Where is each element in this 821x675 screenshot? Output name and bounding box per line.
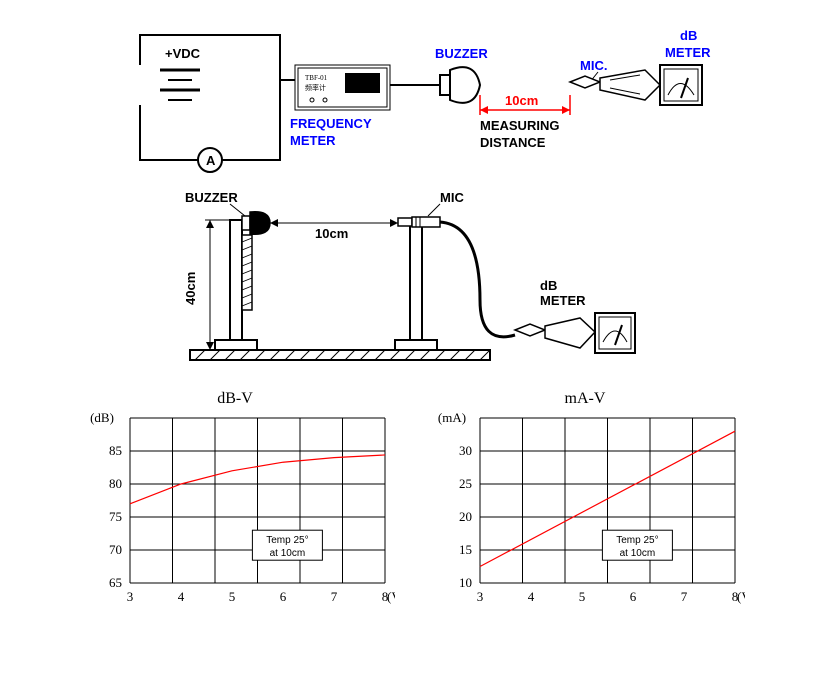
fixture-diagram: BUZZER MIC 10cm 40cm dB METER (120, 180, 680, 380)
mic-fixture-label: MIC (440, 190, 464, 205)
mav-chart: 1015202530(mA)345678(VDC)Temp 25°at 10cm (425, 408, 745, 618)
buzzer-fixture (242, 212, 270, 235)
svg-text:Temp 25°: Temp 25° (616, 535, 658, 546)
svg-text:7: 7 (681, 589, 688, 604)
svg-text:75: 75 (109, 509, 122, 524)
svg-text:20: 20 (459, 509, 472, 524)
ammeter-label: A (206, 153, 216, 168)
buzzer-label: BUZZER (435, 46, 488, 61)
frequency-meter-label-1: FREQUENCY (290, 116, 372, 131)
buzzer-fixture-label: BUZZER (185, 190, 238, 205)
dbv-chart: 6570758085(dB)345678(VDC)Temp 25°at 10cm (75, 408, 395, 618)
distance-value: 10cm (505, 93, 538, 108)
svg-text:10: 10 (459, 575, 472, 590)
db-meter-fixture-label-1: dB (540, 278, 557, 293)
mic-fixture (398, 217, 440, 227)
circuit-diagram: +VDC A TBF-01 频率计 FREQUENCY METER BUZZER… (80, 10, 780, 180)
db-meter-fixture-label-2: METER (540, 293, 586, 308)
mav-chart-title: mA-V (425, 390, 745, 408)
svg-text:80: 80 (109, 476, 122, 491)
measuring-label-2: DISTANCE (480, 135, 546, 150)
svg-text:at 10cm: at 10cm (270, 548, 306, 559)
db-meter-fixture (515, 313, 635, 353)
svg-text:3: 3 (127, 589, 134, 604)
db-meter-label-1: dB (680, 28, 697, 43)
svg-text:TBF-01: TBF-01 (305, 74, 328, 82)
db-meter-label-2: METER (665, 45, 711, 60)
svg-text:25: 25 (459, 476, 472, 491)
svg-text:频率计: 频率计 (305, 83, 326, 92)
svg-text:6: 6 (630, 589, 637, 604)
vert-dim: 40cm (183, 272, 198, 305)
svg-text:5: 5 (579, 589, 586, 604)
frequency-meter: TBF-01 频率计 (295, 65, 390, 110)
svg-text:4: 4 (528, 589, 535, 604)
svg-text:5: 5 (229, 589, 236, 604)
mic-label: MIC. (580, 58, 607, 73)
frequency-meter-label-2: METER (290, 133, 336, 148)
buzzer-symbol (440, 67, 480, 103)
dbv-chart-title: dB-V (75, 390, 395, 408)
svg-text:7: 7 (331, 589, 338, 604)
svg-text:30: 30 (459, 443, 472, 458)
vdc-label: +VDC (165, 46, 201, 61)
svg-text:15: 15 (459, 542, 472, 557)
svg-text:6: 6 (280, 589, 287, 604)
svg-text:(VDC): (VDC) (737, 589, 745, 604)
svg-text:Temp 25°: Temp 25° (266, 535, 308, 546)
measuring-label-1: MEASURING (480, 118, 559, 133)
svg-text:70: 70 (109, 542, 122, 557)
svg-text:3: 3 (477, 589, 484, 604)
horiz-dim: 10cm (315, 226, 348, 241)
svg-text:65: 65 (109, 575, 122, 590)
svg-text:(dB): (dB) (90, 410, 114, 425)
svg-text:4: 4 (178, 589, 185, 604)
svg-text:at 10cm: at 10cm (620, 548, 656, 559)
battery-symbol (160, 70, 200, 100)
svg-text:(VDC): (VDC) (387, 589, 395, 604)
svg-text:85: 85 (109, 443, 122, 458)
svg-text:(mA): (mA) (438, 410, 466, 425)
